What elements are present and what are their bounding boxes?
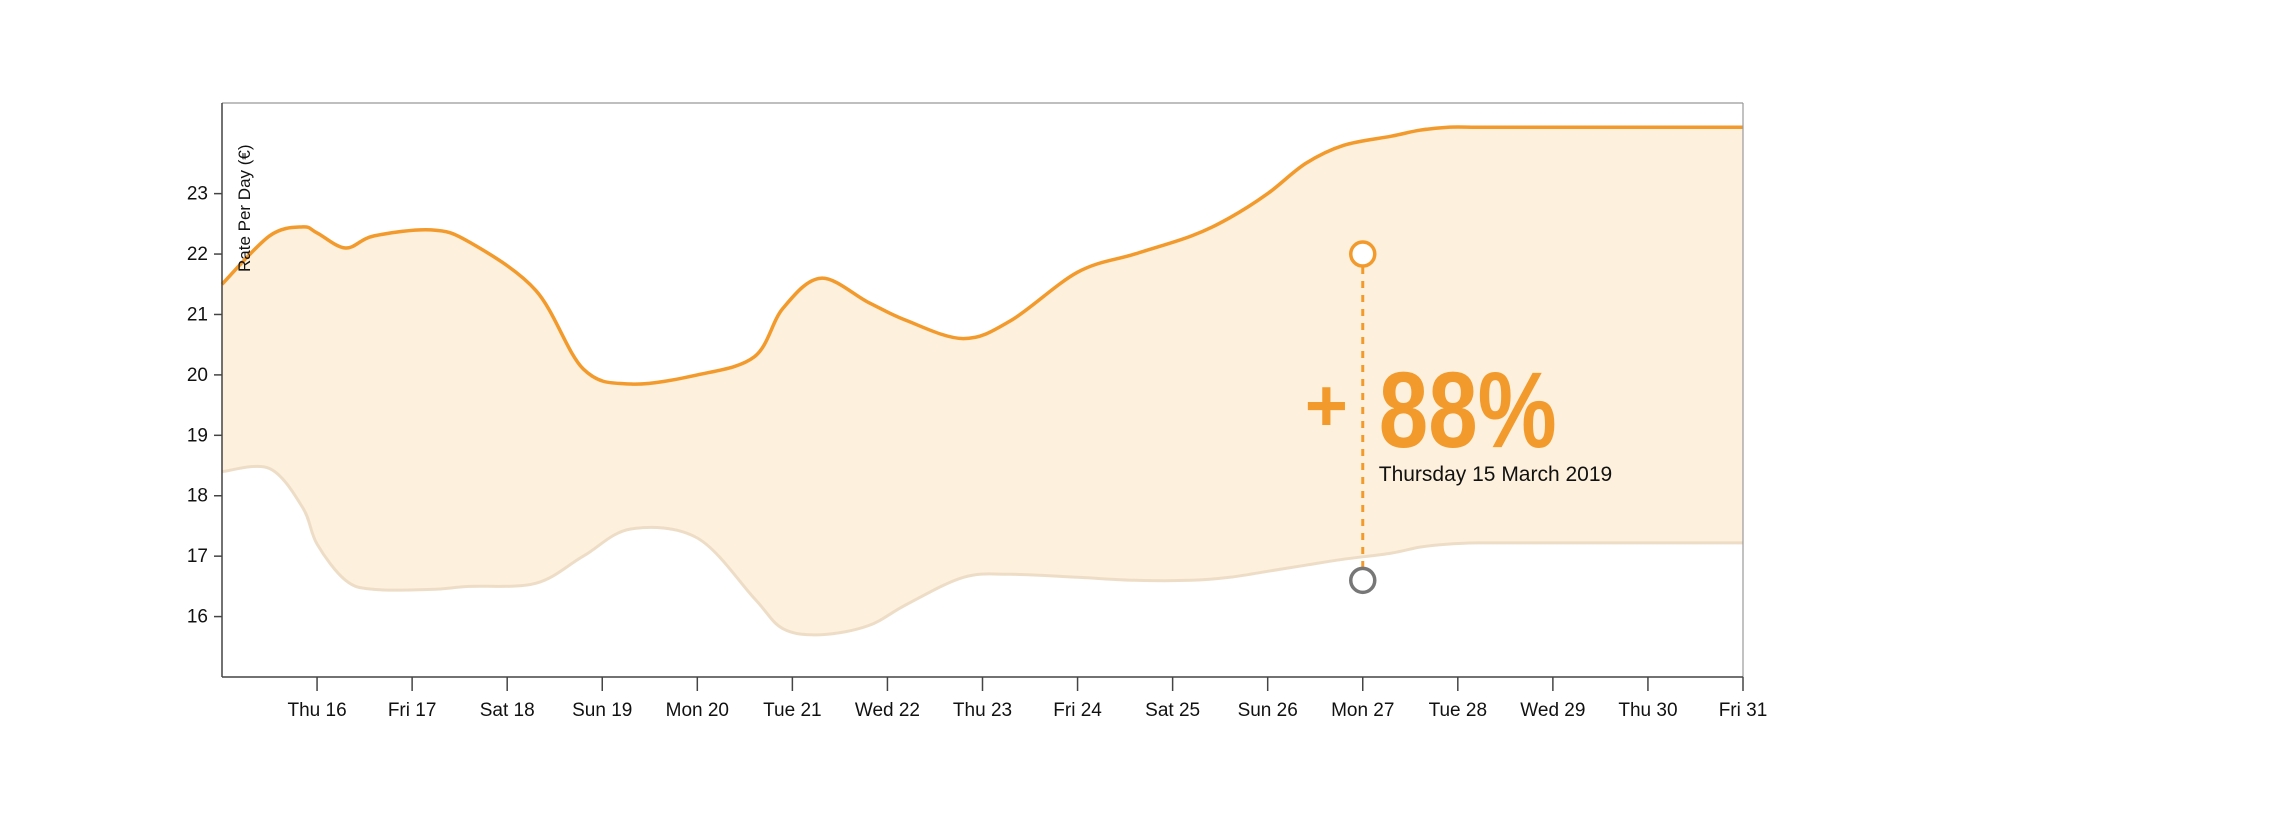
x-tick-label: Thu 16 [287,700,346,721]
min-rate-marker[interactable] [1349,566,1377,595]
y-tick-label: 17 [187,546,208,567]
x-tick-label: Mon 20 [666,700,729,721]
maximum-rate-line [220,125,1743,386]
x-tick-label: Thu 23 [953,700,1012,721]
x-tick-label: Tue 28 [1429,700,1487,721]
x-tick-label: Sun 26 [1238,700,1298,721]
y-tick-label: 22 [187,244,208,265]
x-tick-label: Thu 30 [1618,700,1677,721]
x-tick-label: Tue 21 [763,700,821,721]
highlight-date: Thursday 15 March 2019 [1379,463,1612,486]
y-tick-label: 19 [187,425,208,446]
chart-axes: 16 17 18 19 20 21 22 23 Thu 16 Fri 17 Sat 18 Sun 19… [187,102,1768,721]
y-axis-title: Rate Per Day (€) [235,144,254,272]
max-rate-marker[interactable] [1349,240,1377,268]
y-tick-label: 20 [187,365,208,386]
x-tick-label: Fri 31 [1719,700,1768,721]
minimum-rate-line [221,464,1743,637]
highlight-group: +88%Thursday 15 March 2019 [1305,240,1612,595]
change-percent: 88% [1379,349,1557,470]
y-tick-label: 18 [187,486,208,507]
change-sign: + [1305,364,1348,447]
y-tick-label: 16 [187,607,208,628]
x-tick-label: Sun 19 [572,700,632,721]
y-tick-label: 21 [187,304,208,325]
x-tick-label: Mon 27 [1331,700,1394,721]
x-tick-label: Sat 18 [480,700,535,721]
x-tick-label: Wed 22 [855,700,920,721]
y-tick-label: 23 [187,184,208,205]
x-tick-label: Wed 29 [1520,700,1585,721]
x-tick-label: Fri 24 [1053,700,1102,721]
x-tick-label: Fri 17 [388,700,437,721]
x-tick-label: Sat 25 [1145,700,1200,721]
